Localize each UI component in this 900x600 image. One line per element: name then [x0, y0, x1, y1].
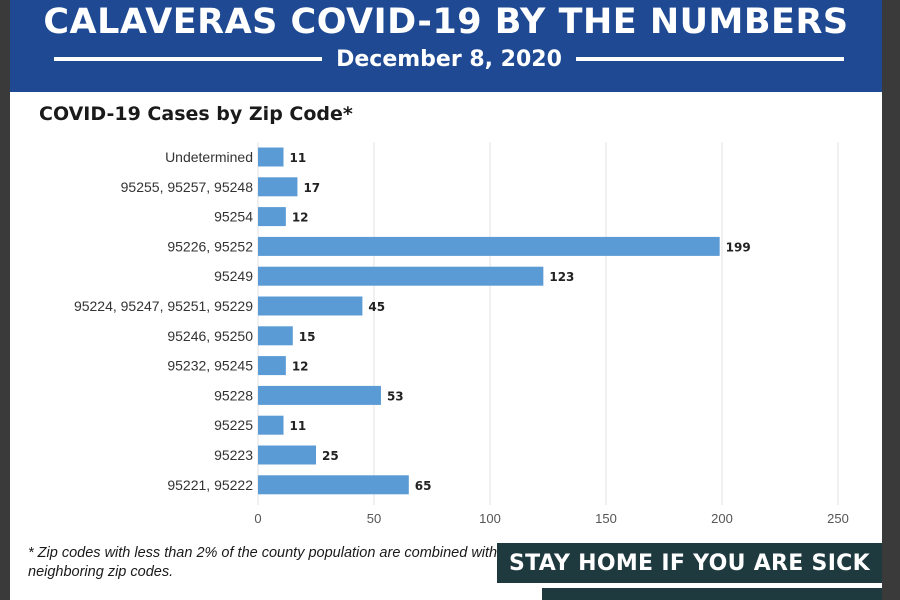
data-label: 15: [299, 330, 316, 344]
category-label: 95254: [214, 209, 253, 225]
date-divider-right: [575, 57, 844, 61]
category-label: 95232, 95245: [167, 358, 253, 374]
data-label: 17: [303, 181, 320, 195]
bar-chart: 0 50 100 150 200 250 Undetermined 11 95255, 9525…: [74, 142, 849, 526]
date-row: December 8, 2020: [54, 44, 844, 74]
stay-home-banner: STAY HOME IF YOU ARE SICK: [497, 543, 882, 583]
category-label: 95228: [214, 387, 253, 403]
footnote: * Zip codes with less than 2% of the cou…: [28, 545, 498, 580]
data-label: 199: [726, 240, 751, 254]
category-label: 95226, 95252: [167, 238, 253, 254]
x-tick-label: 100: [479, 511, 501, 526]
data-label: 123: [549, 270, 574, 284]
report-date: December 8, 2020: [336, 46, 562, 72]
bar: [258, 385, 381, 405]
data-label: 65: [415, 479, 432, 493]
category-label: 95223: [214, 447, 253, 463]
bar: [258, 147, 284, 167]
data-label: 45: [368, 300, 385, 314]
x-tick-label: 0: [254, 511, 261, 526]
infographic-card: CALAVERAS COVID-19 BY THE NUMBERS Decemb…: [10, 0, 882, 600]
bar: [258, 296, 363, 316]
data-label: 12: [292, 211, 309, 225]
data-label: 11: [290, 151, 307, 165]
bar: [258, 356, 286, 376]
page-title: CALAVERAS COVID-19 BY THE NUMBERS: [43, 2, 849, 42]
data-label: 11: [290, 419, 307, 433]
category-label: Undetermined: [165, 149, 253, 165]
category-label: 95249: [214, 268, 253, 284]
data-label: 25: [322, 449, 339, 463]
category-label: 95255, 95257, 95248: [121, 179, 254, 195]
date-divider-left: [54, 57, 323, 61]
chart-title: COVID-19 Cases by Zip Code*: [39, 103, 353, 125]
bar: [258, 326, 293, 346]
x-tick-label: 50: [367, 511, 381, 526]
bar: [258, 415, 284, 435]
bar: [258, 475, 409, 495]
category-label: 95246, 95250: [167, 328, 253, 344]
data-label: 53: [387, 389, 404, 403]
bar: [258, 445, 316, 465]
category-label: 95224, 95247, 95251, 95229: [74, 298, 253, 314]
bar: [258, 236, 720, 256]
category-label: 95225: [214, 417, 253, 433]
x-tick-label: 150: [595, 511, 617, 526]
x-tick-label: 250: [827, 511, 849, 526]
cta-underbar: [542, 588, 882, 600]
x-tick-label: 200: [711, 511, 733, 526]
bar: [258, 266, 544, 286]
bar: [258, 207, 286, 227]
category-label: 95221, 95222: [167, 477, 253, 493]
header-banner: CALAVERAS COVID-19 BY THE NUMBERS Decemb…: [10, 0, 882, 92]
bar: [258, 177, 298, 197]
data-label: 12: [292, 360, 309, 374]
